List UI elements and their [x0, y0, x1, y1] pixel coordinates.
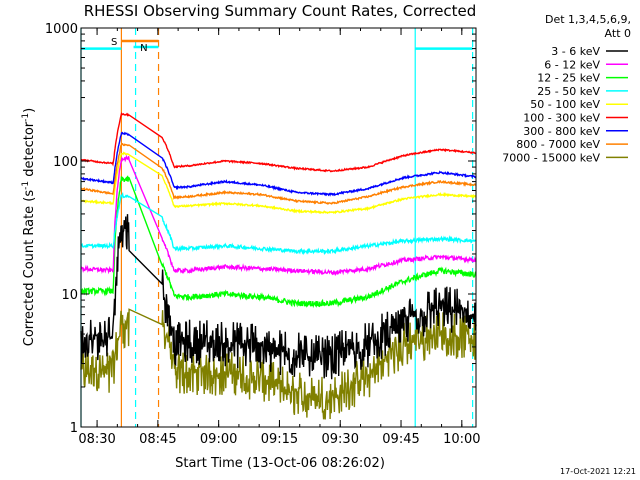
legend-entry-label: 50 - 100 keV	[530, 98, 600, 111]
x-tick-label: 10:00	[443, 432, 480, 447]
plot-frame	[80, 27, 477, 428]
series-line	[80, 308, 477, 420]
series-line	[80, 154, 477, 277]
series-group	[80, 112, 477, 420]
series-line	[80, 112, 477, 173]
y-axis-label: Corrected Count Rate (s-1 detector-1)	[21, 108, 37, 346]
y-tick-label: 1	[70, 421, 78, 436]
legend-entry-label: 100 - 300 keV	[523, 112, 600, 125]
y-tick-label: 100	[53, 155, 78, 170]
legend-entry-label: 800 - 7000 keV	[516, 138, 600, 151]
x-axis-label: Start Time (13-Oct-06 08:26:02)	[175, 456, 385, 471]
legend-entry-label: 12 - 25 keV	[537, 72, 600, 85]
legend-entry-label: 6 - 12 keV	[544, 58, 600, 71]
y-tick-label: 1000	[45, 22, 78, 37]
y-tick-label: 10	[61, 288, 78, 303]
series-line	[80, 191, 477, 256]
series-line	[80, 214, 477, 380]
axes-group: 08:30 08:45 09:00 09:15 09:30 09:45 10:00 1 10 10…	[45, 22, 481, 447]
legend-header-line-1: Det 1,3,4,5,6,9,	[545, 13, 631, 26]
legend-entry-label: 25 - 50 keV	[537, 85, 600, 98]
legend-entry-label: 300 - 800 keV	[523, 125, 600, 138]
x-tick-label: 09:00	[200, 432, 237, 447]
legend-header-line-2: Att 0	[605, 27, 631, 40]
series-line	[80, 142, 477, 205]
overlay-lines	[80, 28, 474, 427]
legend-entry-label: 3 - 6 keV	[551, 45, 600, 58]
x-tick-label: 09:15	[261, 432, 298, 447]
x-tick-label: 08:30	[78, 432, 115, 447]
series-line	[80, 175, 477, 309]
x-tick-label: 09:30	[322, 432, 359, 447]
x-tick-label: 08:45	[139, 432, 176, 447]
x-tick-label: 09:45	[382, 432, 419, 447]
flags-group: SN	[111, 37, 159, 54]
series-line	[80, 151, 477, 215]
series-line	[80, 131, 477, 197]
legend-entry-label: 7000 - 15000 keV	[502, 151, 600, 164]
flag-label: S	[111, 37, 117, 48]
footer-timestamp: 17-Oct-2021 12:21	[560, 467, 636, 476]
flag-label: N	[140, 43, 147, 54]
chart-title: RHESSI Observing Summary Count Rates, Co…	[84, 2, 477, 20]
